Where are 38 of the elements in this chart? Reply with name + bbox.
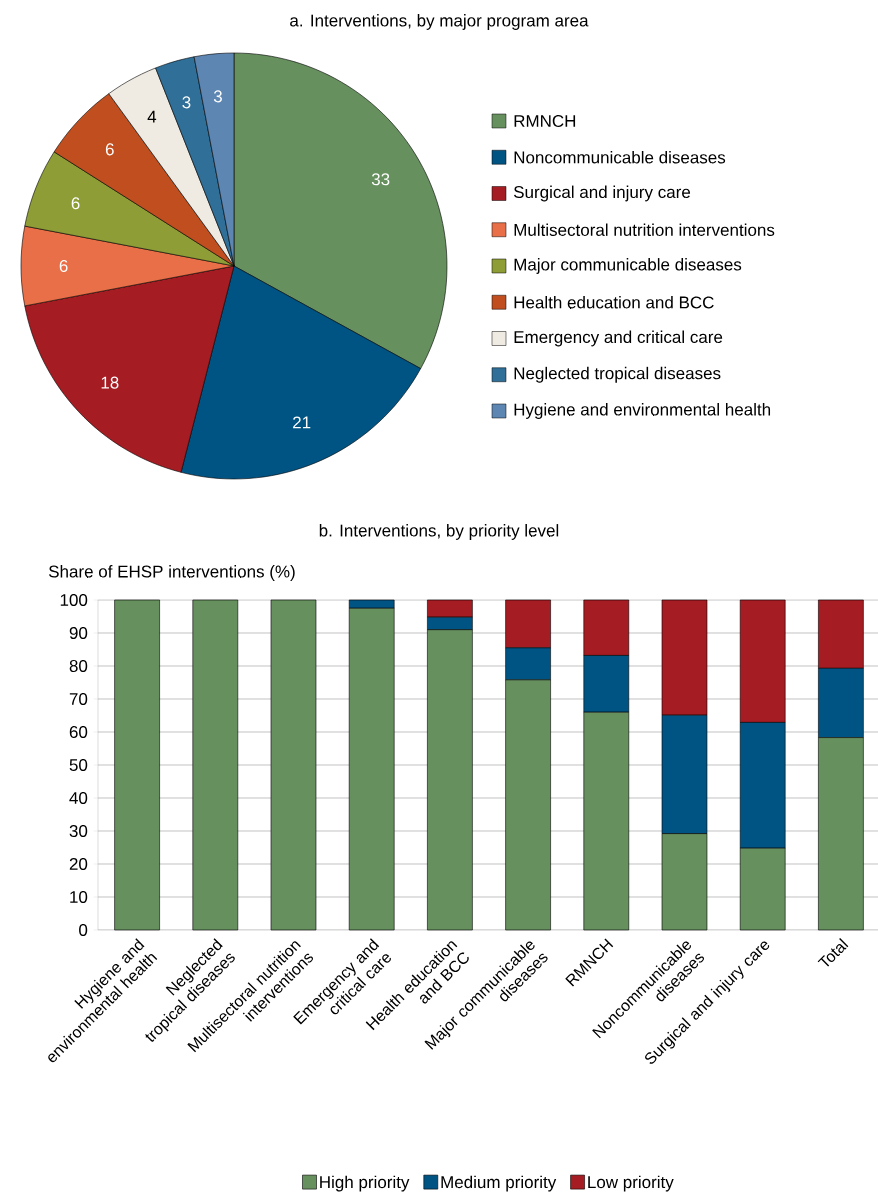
y-tick-label: 70 bbox=[69, 692, 88, 706]
data-label: 6 bbox=[105, 143, 114, 156]
legend-label: Major communicable diseases bbox=[514, 258, 742, 274]
y-tick-label: 10 bbox=[70, 890, 88, 904]
data-label: 33 bbox=[371, 173, 390, 186]
legend-label: Medium priority bbox=[441, 1175, 557, 1192]
y-tick-label: 30 bbox=[69, 824, 88, 838]
bar bbox=[270, 599, 317, 931]
legend-label: Neglected tropical diseases bbox=[514, 366, 721, 383]
y-tick-label: 60 bbox=[69, 725, 88, 739]
bar bbox=[192, 599, 239, 931]
y-axis-title: Share of EHSP interventions (%) bbox=[48, 565, 295, 581]
legend-label: Health education and BCC bbox=[514, 296, 714, 309]
legend-label: Hygiene and environmental health bbox=[514, 403, 771, 419]
legend-label: Noncommunicable diseases bbox=[514, 151, 726, 164]
y-tick-label: 40 bbox=[69, 791, 88, 805]
legend-label: RMNCH bbox=[514, 114, 576, 128]
data-label: 4 bbox=[147, 110, 157, 123]
y-tick-label: 0 bbox=[79, 923, 88, 937]
data-label: 3 bbox=[213, 90, 222, 103]
data-label: 3 bbox=[182, 96, 191, 109]
legend-label: Surgical and injury care bbox=[513, 185, 691, 202]
data-label: 6 bbox=[71, 197, 80, 210]
y-tick-label: 100 bbox=[60, 593, 88, 607]
legend-label: Low priority bbox=[588, 1175, 674, 1192]
chart-title: a. Interventions, by major program area bbox=[290, 14, 589, 30]
data-label: 6 bbox=[59, 259, 68, 273]
y-tick-label: 20 bbox=[69, 857, 88, 871]
chart-title: b. Interventions, by priority level bbox=[319, 524, 559, 540]
legend-label: High priority bbox=[320, 1175, 410, 1192]
y-tick-label: 90 bbox=[69, 626, 88, 640]
bar bbox=[114, 599, 160, 931]
y-tick-label: 80 bbox=[69, 659, 88, 673]
y-tick-label: 50 bbox=[69, 758, 88, 772]
data-label: 21 bbox=[293, 416, 311, 429]
legend-label: Multisectoral nutrition interventions bbox=[514, 223, 775, 236]
data-label: 18 bbox=[101, 376, 119, 389]
legend-label: Emergency and critical care bbox=[514, 330, 723, 347]
